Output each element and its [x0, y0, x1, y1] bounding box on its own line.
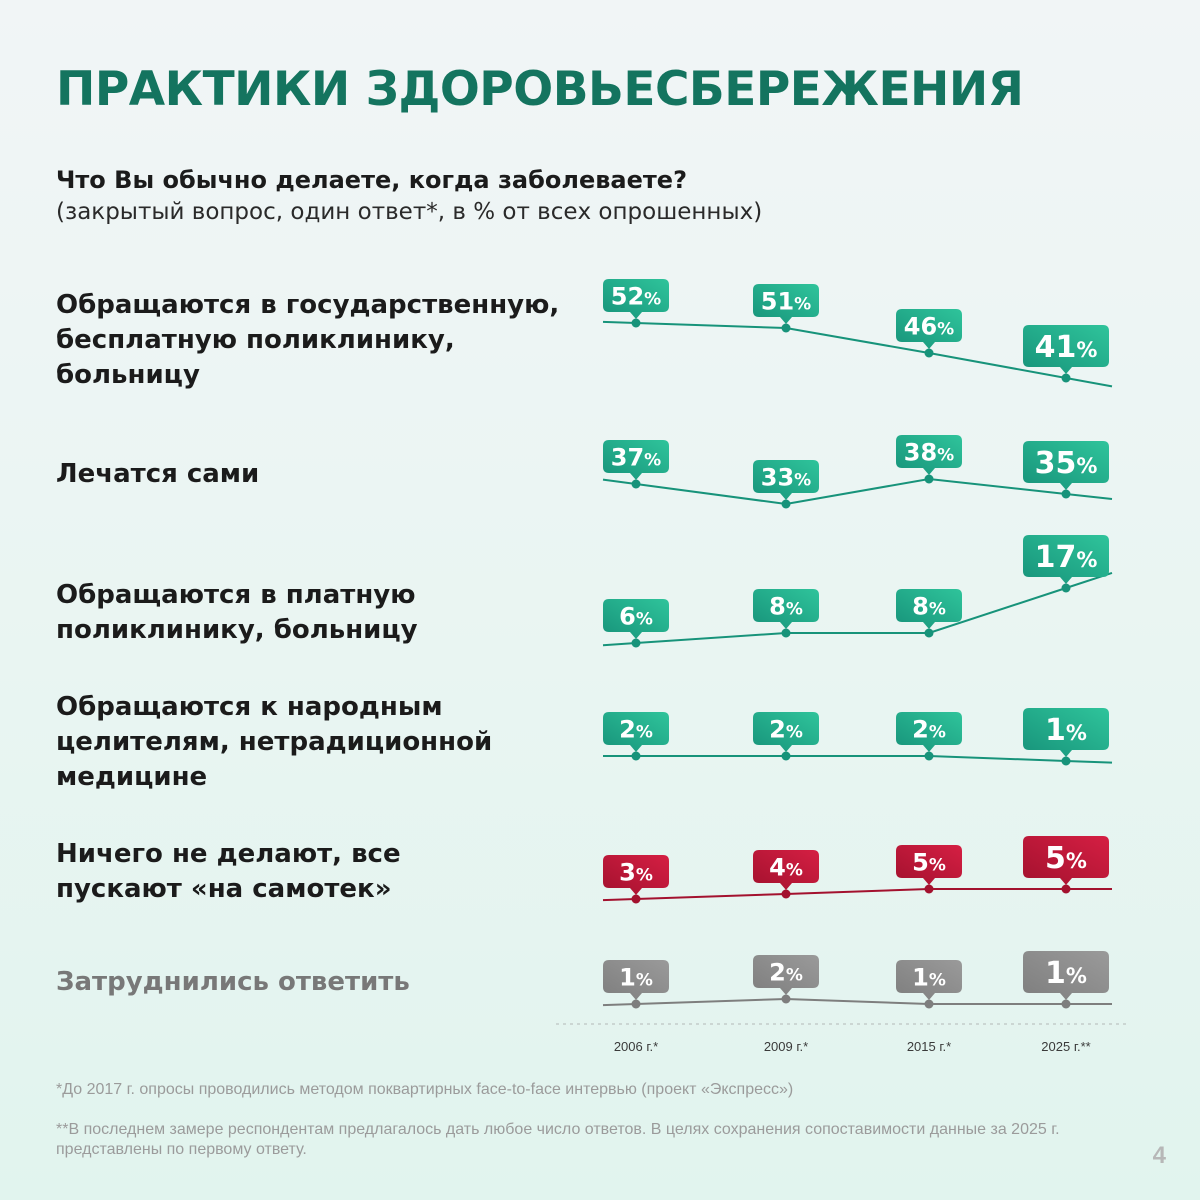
value-label-2-1: 8%	[769, 593, 803, 621]
value-label-0-1: 51%	[761, 288, 811, 316]
value-label-5-0: 1%	[619, 964, 653, 992]
series-line-5	[602, 997, 1112, 1007]
series-line-3	[603, 755, 1113, 764]
value-badge-4-2: 5%	[896, 845, 962, 885]
row-label-paid-clinic: Обращаются в платную поликлинику, больни…	[56, 580, 418, 645]
data-point-2-3	[1061, 583, 1071, 593]
row-label-do-nothing: Ничего не делают, все пускают «на самоте…	[56, 839, 401, 904]
value-badge-1-2: 38%	[896, 435, 962, 475]
data-point-4-3	[1061, 884, 1071, 894]
x-tick-label-3: 2025 г.**	[1041, 1039, 1090, 1054]
value-label-4-2: 5%	[912, 849, 946, 877]
series-line-1	[602, 477, 1113, 506]
value-label-2-3: 17%	[1035, 540, 1098, 575]
value-label-3-0: 2%	[619, 716, 653, 744]
value-badge-0-2: 46%	[896, 309, 962, 349]
data-point-2-1	[781, 628, 791, 638]
data-point-1-3	[1061, 489, 1071, 499]
data-point-3-1	[781, 751, 791, 761]
question-text: Что Вы обычно делаете, когда заболеваете…	[56, 166, 687, 194]
data-point-3-0	[631, 751, 641, 761]
value-badge-5-1: 2%	[753, 955, 819, 995]
value-badge-0-0: 52%	[603, 279, 669, 319]
value-label-1-1: 33%	[761, 464, 811, 492]
series-line-0	[602, 320, 1113, 388]
data-point-0-1	[781, 323, 791, 333]
value-label-4-0: 3%	[619, 859, 653, 887]
data-point-3-3	[1061, 756, 1071, 766]
row-label-folk-healers: Обращаются к народным целителям, нетради…	[56, 692, 493, 792]
data-point-0-3	[1061, 373, 1071, 383]
series-line-2	[602, 571, 1113, 647]
value-label-2-0: 6%	[619, 603, 653, 631]
data-point-1-0	[631, 479, 641, 489]
data-point-5-2	[924, 999, 934, 1009]
data-point-5-0	[631, 999, 641, 1009]
row-label-self-treatment: Лечатся сами	[56, 459, 260, 489]
value-label-4-3: 5%	[1045, 841, 1087, 876]
value-label-5-1: 2%	[769, 959, 803, 987]
value-badge-4-1: 4%	[753, 850, 819, 890]
data-point-2-2	[924, 628, 934, 638]
data-point-5-1	[781, 994, 791, 1004]
data-point-4-0	[631, 894, 641, 904]
footnote-2025: **В последнем замере респондентам предла…	[56, 1121, 1060, 1158]
value-label-0-3: 41%	[1035, 330, 1098, 365]
row-label-hard-to-answer: Затруднились ответить	[56, 967, 410, 997]
data-point-2-0	[631, 638, 641, 648]
data-point-4-1	[781, 889, 791, 899]
data-point-5-3	[1061, 999, 1071, 1009]
page-number: 4	[1152, 1142, 1166, 1169]
value-label-0-2: 46%	[904, 313, 954, 341]
value-label-1-3: 35%	[1035, 446, 1098, 481]
value-label-5-3: 1%	[1045, 956, 1087, 991]
value-badge-5-2: 1%	[896, 960, 962, 1000]
data-point-1-2	[924, 474, 934, 484]
data-point-3-2	[924, 751, 934, 761]
data-point-0-2	[924, 348, 934, 358]
value-badge-0-1: 51%	[753, 284, 819, 324]
x-tick-label-1: 2009 г.*	[764, 1039, 808, 1054]
x-tick-label-2: 2015 г.*	[907, 1039, 951, 1054]
value-badge-4-0: 3%	[603, 855, 669, 895]
value-label-5-2: 1%	[912, 964, 946, 992]
value-label-1-0: 37%	[611, 444, 661, 472]
value-badge-4-3: 5%	[1023, 836, 1109, 885]
value-label-3-2: 2%	[912, 716, 946, 744]
value-badge-2-3: 17%	[1023, 535, 1109, 584]
value-label-1-2: 38%	[904, 439, 954, 467]
value-badge-2-0: 6%	[603, 599, 669, 639]
value-badge-3-2: 2%	[896, 712, 962, 752]
value-badge-3-1: 2%	[753, 712, 819, 752]
value-badge-5-3: 1%	[1023, 951, 1109, 1000]
data-point-4-2	[924, 884, 934, 894]
value-badge-2-1: 8%	[753, 589, 819, 629]
value-badge-0-3: 41%	[1023, 325, 1109, 374]
value-label-3-1: 2%	[769, 716, 803, 744]
value-badge-3-0: 2%	[603, 712, 669, 752]
value-label-3-3: 1%	[1045, 713, 1087, 748]
value-badge-2-2: 8%	[896, 589, 962, 629]
question-note: (закрытый вопрос, один ответ*, в % от вс…	[56, 199, 763, 225]
value-badge-5-0: 1%	[603, 960, 669, 1000]
series-line-4	[602, 888, 1112, 902]
data-point-1-1	[781, 499, 791, 509]
x-tick-label-0: 2006 г.*	[614, 1039, 658, 1054]
value-label-4-1: 4%	[769, 854, 803, 882]
footnote-method: *До 2017 г. опросы проводились методом п…	[56, 1081, 794, 1098]
value-label-0-0: 52%	[611, 283, 661, 311]
data-point-0-0	[631, 318, 641, 328]
value-badge-3-3: 1%	[1023, 708, 1109, 757]
value-badge-1-0: 37%	[603, 440, 669, 480]
value-badge-1-1: 33%	[753, 460, 819, 500]
value-badge-1-3: 35%	[1023, 441, 1109, 490]
row-label-public-clinic: Обращаются в государственную, бесплатную…	[56, 290, 560, 390]
page-title: ПРАКТИКИ ЗДОРОВЬЕСБЕРЕЖЕНИЯ	[56, 62, 1024, 117]
value-label-2-2: 8%	[912, 593, 946, 621]
